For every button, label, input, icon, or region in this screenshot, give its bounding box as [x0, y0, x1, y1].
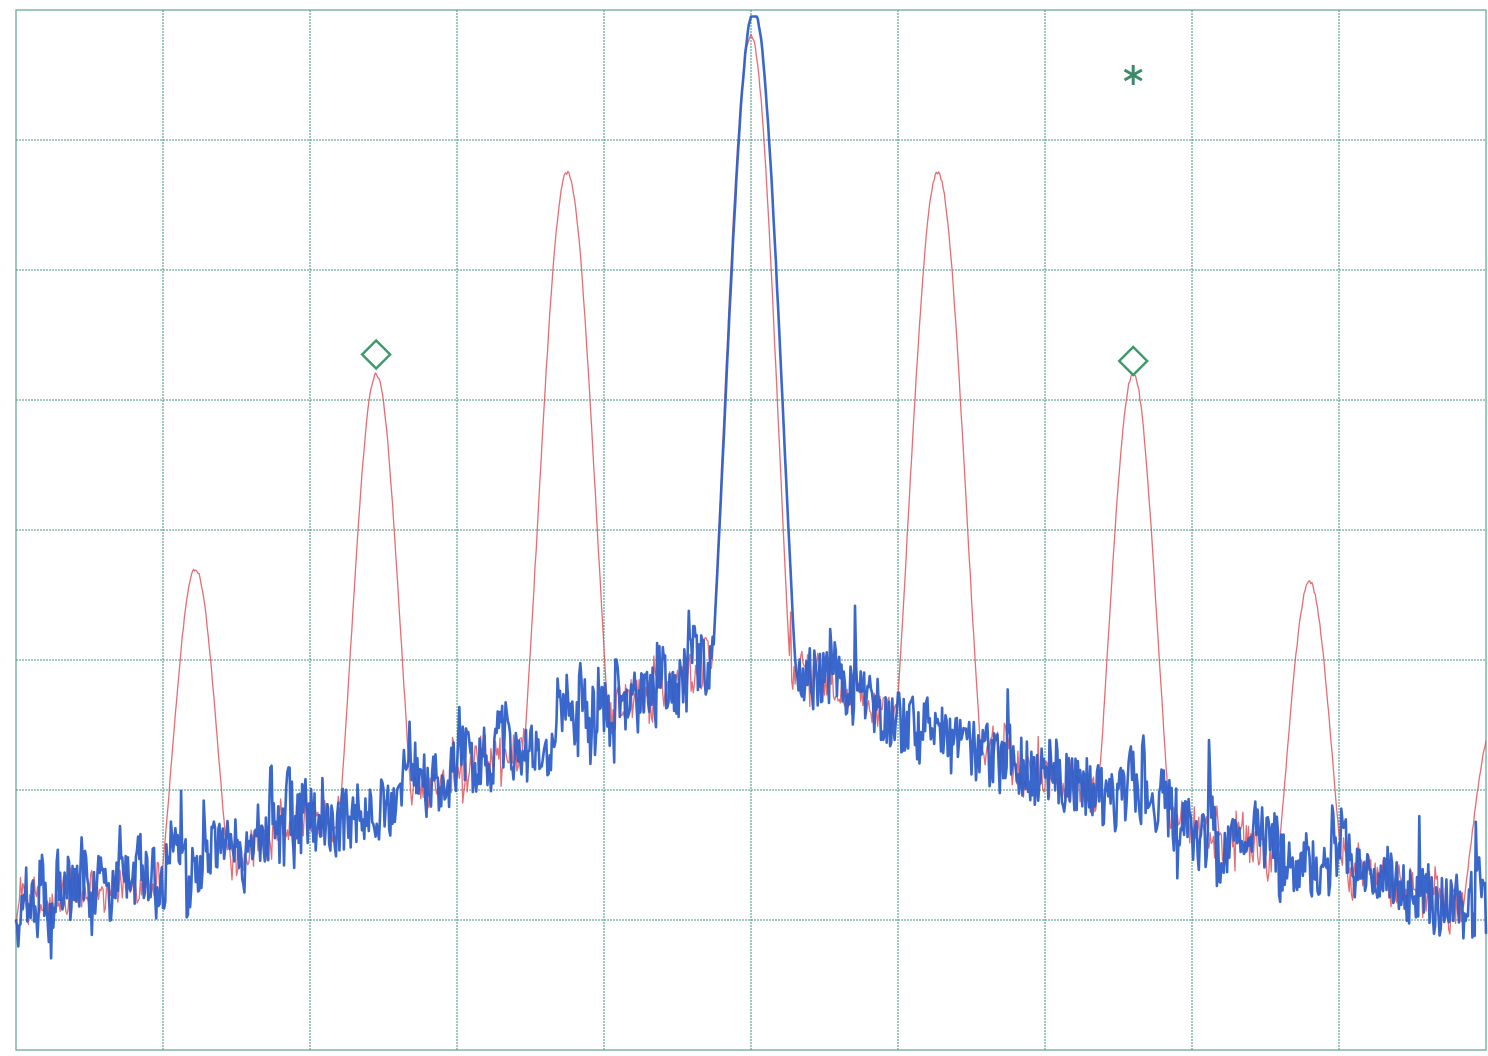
marker-diamond: [1117, 345, 1149, 377]
marker-asterisk-stroke: [1123, 68, 1143, 82]
marker-layer: [360, 65, 1149, 377]
marker-asterisk: [1123, 65, 1143, 85]
trace-blue: [14, 15, 1488, 960]
plot-frame: [15, 9, 1487, 1051]
trace-layer: [14, 15, 1488, 960]
marker-diamond: [360, 338, 392, 371]
grid-lines: [16, 10, 1486, 1050]
